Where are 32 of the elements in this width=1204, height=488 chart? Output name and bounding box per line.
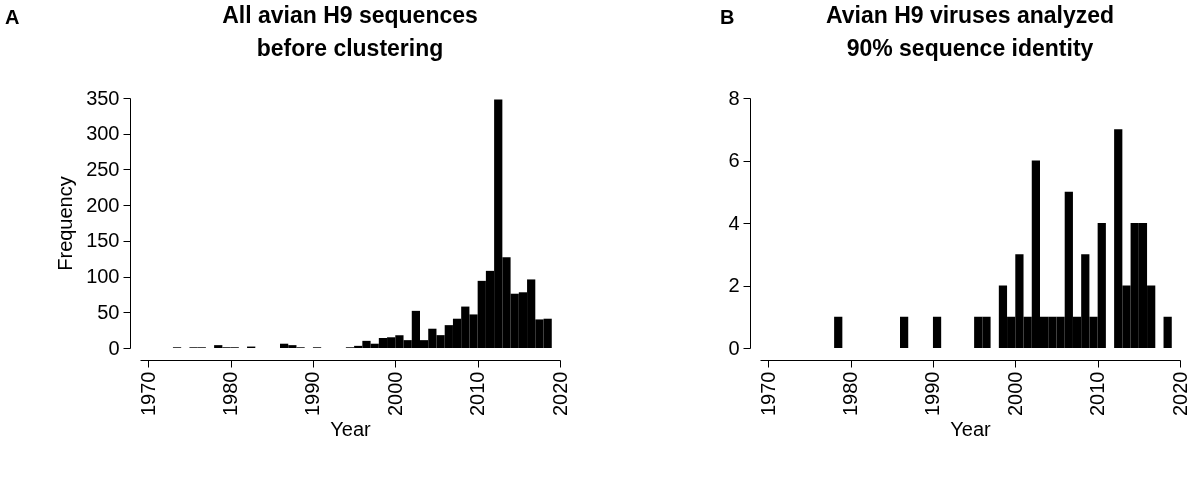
- y-tick-label: 100: [86, 265, 120, 288]
- chart-title: All avian H9 sequences before clustering: [222, 2, 478, 61]
- y-tick-label: 0: [108, 336, 120, 359]
- x-tick-label: 1990: [301, 371, 324, 416]
- x-tick-label: 2010: [466, 371, 489, 416]
- x-tick-label: 1990: [921, 371, 944, 416]
- y-tick-label: 4: [728, 211, 740, 234]
- text: A: [5, 6, 20, 28]
- y-tick-label: 300: [86, 122, 120, 145]
- x-axis-title: Year: [330, 417, 372, 440]
- y-tick-label: 0: [728, 336, 740, 359]
- y-tick-label: 2: [728, 274, 740, 296]
- x-tick-label: 1980: [219, 371, 242, 416]
- y-tick-label: 8: [728, 86, 740, 109]
- y-axis-title: Frequency: [54, 176, 77, 271]
- y-tick-label: 50: [97, 300, 120, 323]
- x-tick-label: 1980: [839, 371, 862, 416]
- y-tick-label: 150: [86, 229, 120, 252]
- x-tick-label: 2000: [383, 371, 406, 416]
- x-axis-title: Year: [950, 417, 992, 440]
- x-tick-label: 2020: [548, 371, 571, 416]
- y-tick-label: 6: [728, 149, 740, 171]
- y-tick-label: 200: [86, 193, 120, 216]
- x-tick-label: 1970: [756, 371, 779, 416]
- y-tick-label: 350: [86, 86, 120, 109]
- text: B: [720, 6, 735, 28]
- x-tick-label: 2000: [1003, 371, 1026, 416]
- x-tick-label: 1970: [136, 371, 159, 416]
- x-tick-label: 2010: [1086, 371, 1109, 416]
- y-tick-label: 250: [86, 157, 120, 180]
- chart-title: Avian H9 viruses analyzed 90% sequence identity: [825, 2, 1115, 61]
- x-tick-label: 2020: [1168, 371, 1191, 416]
